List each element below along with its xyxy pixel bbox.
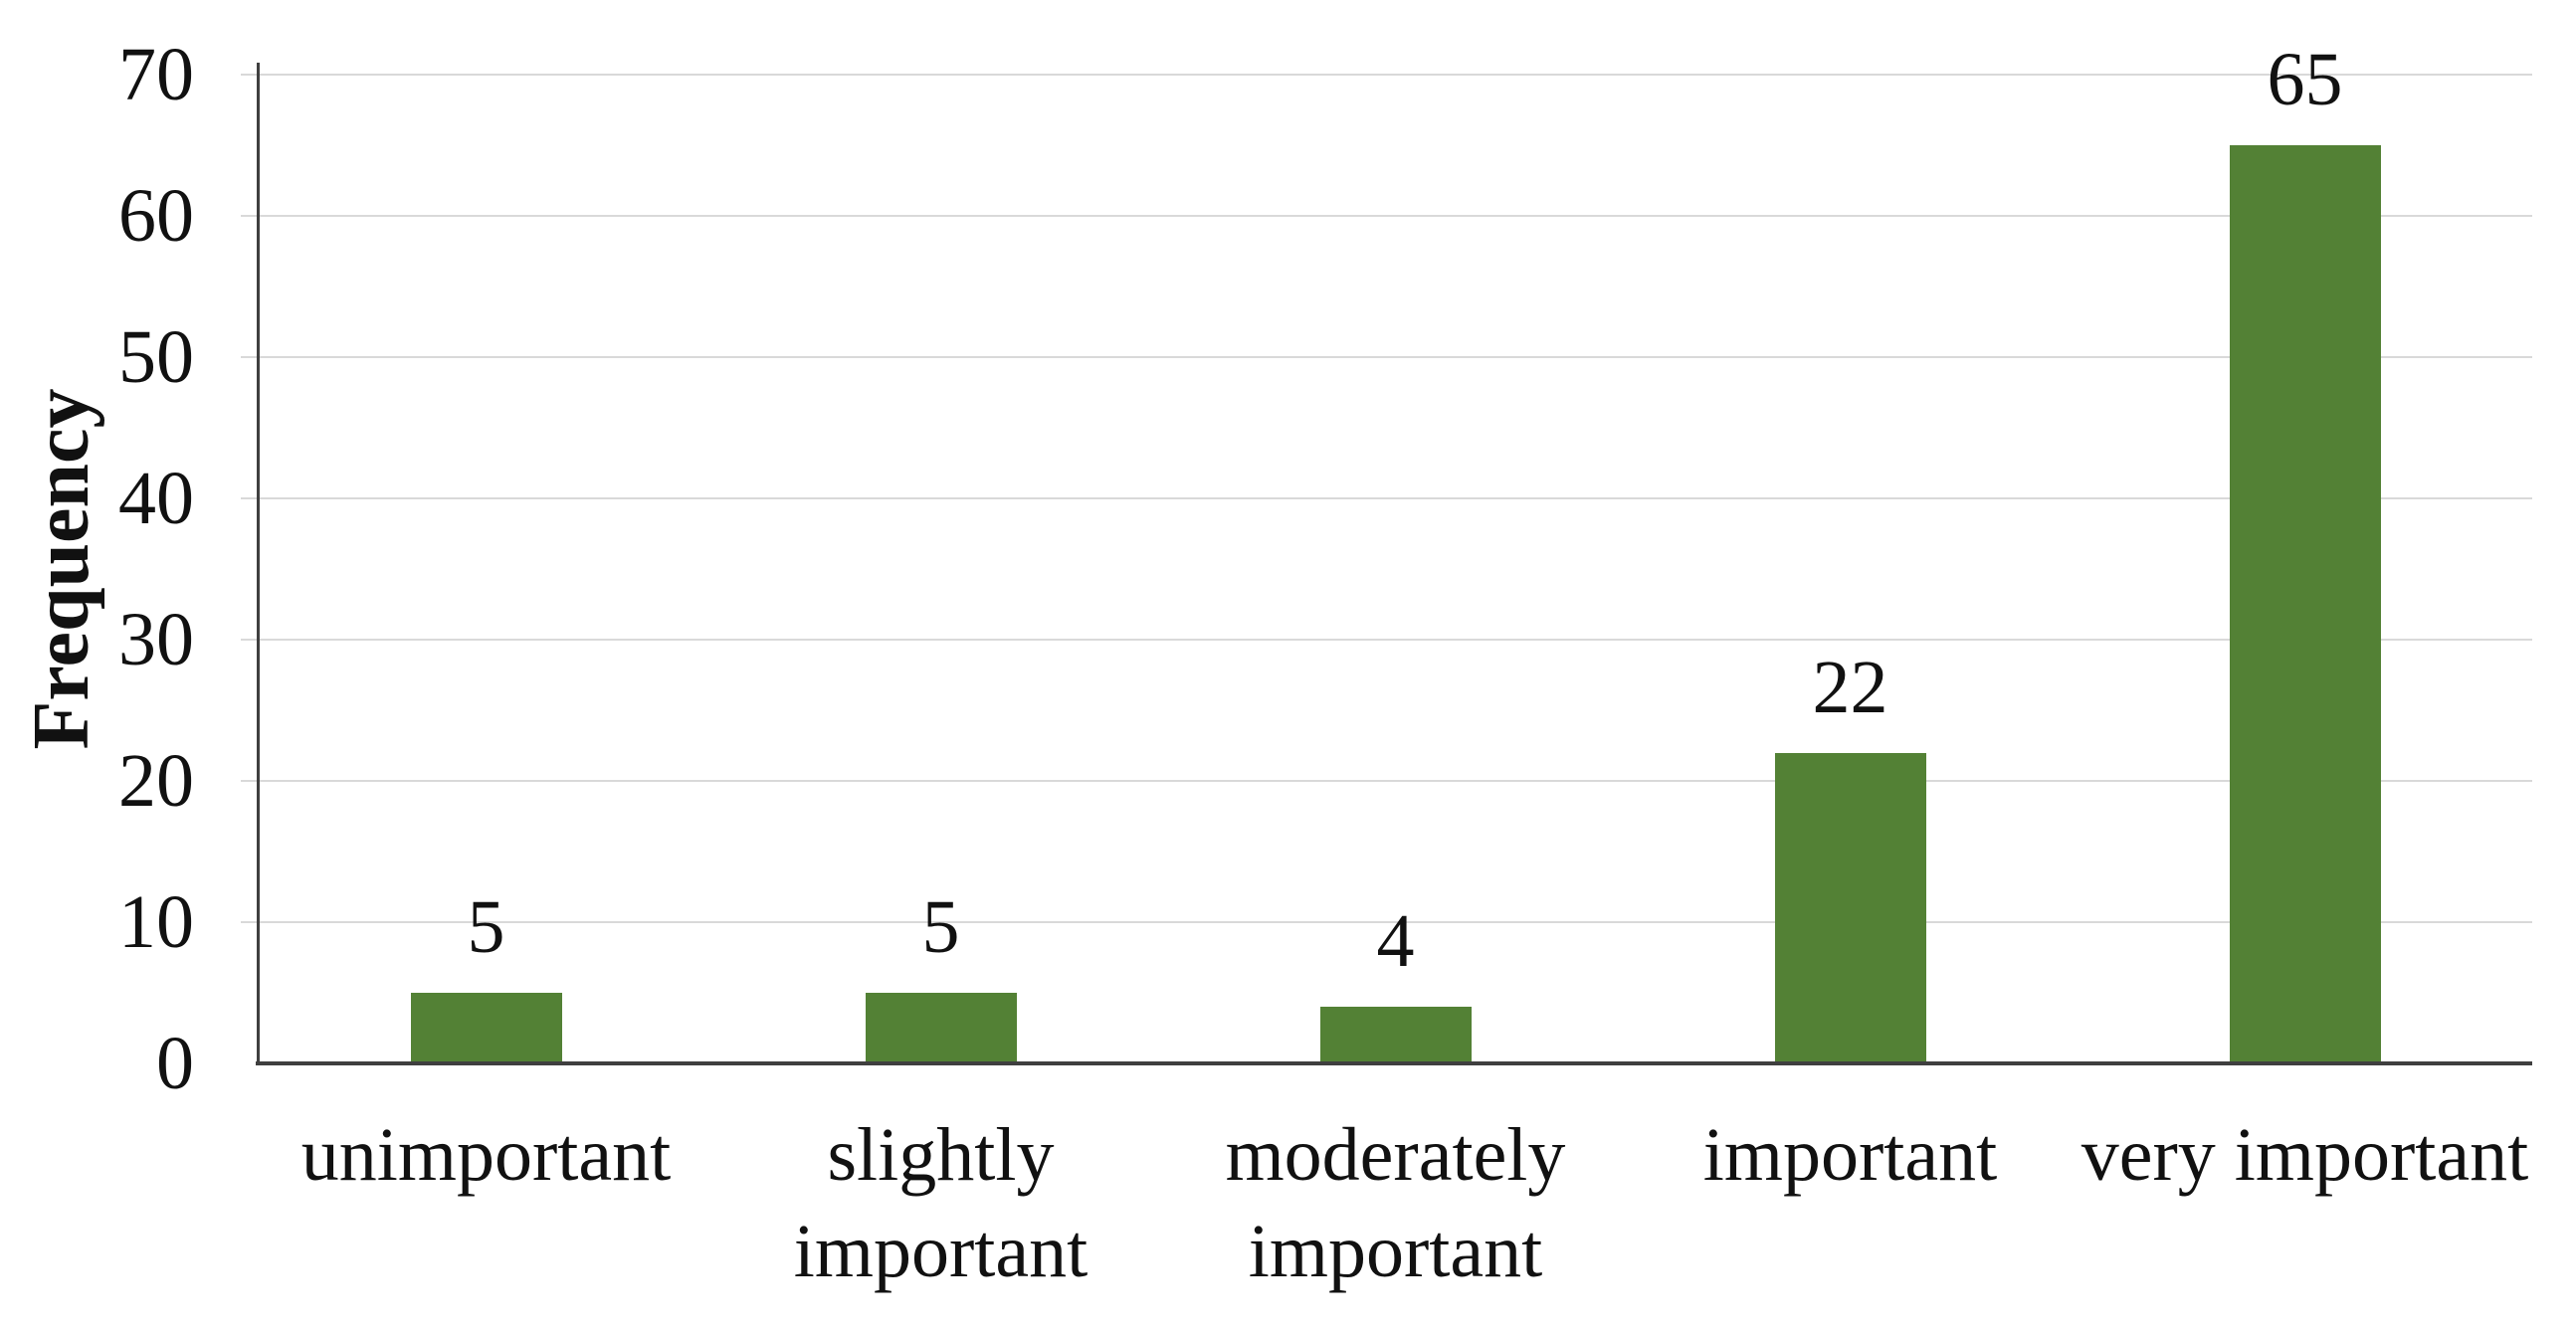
bar [1319,1007,1472,1063]
x-axis-line [256,1061,2532,1065]
gridline [241,356,2532,358]
bar [865,993,1017,1063]
bar [2229,145,2381,1063]
gridline [241,74,2532,76]
y-tick-label: 60 [118,174,194,258]
bar-value-label: 5 [921,885,960,969]
gridline [241,639,2532,641]
gridline [241,215,2532,217]
bar-value-label: 65 [2267,38,2343,121]
x-category-label: important [1702,1113,1998,1197]
x-category-label: unimportant [300,1113,672,1197]
gridline [241,497,2532,499]
bar [1774,752,1926,1063]
y-tick-label: 0 [156,1022,194,1105]
bar [410,993,562,1063]
x-category-label: moderately important [1225,1113,1566,1293]
y-axis-line [257,63,260,1065]
y-tick-label: 70 [118,33,194,116]
y-tick-label: 30 [118,598,194,681]
y-tick-label: 10 [118,880,194,964]
gridline [241,921,2532,923]
x-category-label: very important [2081,1113,2529,1197]
bar-value-label: 4 [1376,899,1415,984]
y-tick-label: 20 [118,739,194,823]
bar-value-label: 22 [1812,645,1888,729]
x-category-label: slightly important [793,1113,1089,1293]
bar-value-label: 5 [467,885,505,969]
plot-area: 5 5 4 22 65 [241,42,2532,1065]
y-tick-label: 40 [118,457,194,540]
y-tick-label: 50 [118,315,194,399]
gridline [241,780,2532,782]
